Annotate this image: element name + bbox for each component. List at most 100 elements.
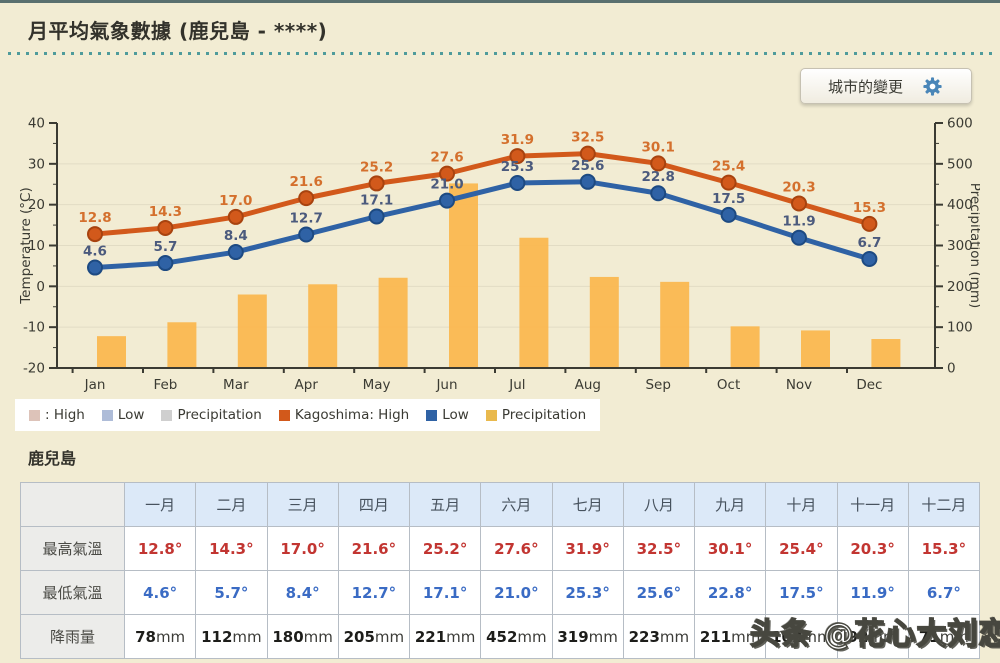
low-value-label: 25.3	[501, 159, 534, 175]
legend-label: Low	[442, 407, 469, 423]
table-cell: 4.6°	[123, 570, 197, 615]
chart-legend: : High Low Precipitation Kagoshima: High Low…	[15, 399, 601, 431]
low-value-label: 21.0	[430, 177, 463, 193]
precip-bar	[589, 276, 619, 368]
table-cell: 17.5°	[765, 570, 838, 615]
left-tick-label: 40	[28, 116, 45, 132]
month-label: Apr	[295, 377, 319, 393]
month-header: 一月	[123, 482, 197, 527]
left-tick-label: 20	[28, 197, 45, 213]
high-point	[298, 190, 315, 207]
table-cell: 71mm	[907, 614, 981, 659]
high-point	[87, 226, 103, 243]
table-cell: 15.3°	[907, 526, 981, 571]
precip-bar	[660, 281, 690, 368]
table-cell: 12.8°	[123, 526, 197, 571]
table-cell: 25.2°	[408, 526, 482, 571]
left-tick-label: -20	[23, 361, 45, 377]
month-label: Feb	[153, 377, 177, 393]
table-cell: 20.3°	[836, 526, 909, 571]
month-label: Oct	[717, 377, 740, 393]
right-tick-label: 500	[947, 156, 973, 172]
legend-swatch-icon	[161, 409, 173, 421]
low-point	[720, 206, 737, 223]
high-line	[92, 151, 872, 237]
row-label: 降雨量	[20, 614, 125, 659]
table-cell: 21.6°	[337, 526, 411, 571]
precip-bar	[449, 183, 478, 368]
month-header: 七月	[551, 482, 624, 527]
low-point	[579, 173, 596, 190]
watermark: 头条 @花心大刘恋	[749, 616, 1000, 653]
month-header: 十二月	[907, 482, 981, 527]
month-header: 九月	[693, 482, 767, 527]
high-value-label: 17.0	[219, 193, 252, 209]
high-value-label: 14.3	[149, 204, 182, 220]
table-cell: 31.9°	[551, 526, 624, 571]
low-value-label: 25.6	[571, 158, 604, 174]
month-label: Aug	[575, 377, 601, 393]
high-value-label: 30.1	[642, 139, 675, 155]
high-point	[157, 219, 174, 236]
high-value-label: 21.6	[290, 174, 323, 190]
low-point	[368, 208, 385, 225]
table-cell: 180mm	[266, 614, 339, 659]
low-point	[227, 244, 244, 261]
month-label: Jun	[435, 377, 457, 393]
table-cell: 6.7°	[907, 570, 981, 615]
title-divider	[8, 52, 992, 55]
precip-bar	[167, 322, 197, 368]
climate-table: 一月 二月 三月 四月 五月 六月 七月 八月 九月 十月 十一月 十二月 最高氣溫 12.8° 14.3°…	[20, 482, 981, 659]
low-value-label: 11.9	[782, 214, 815, 230]
table-cell: 452mm	[480, 614, 553, 659]
month-label: Jul	[508, 377, 525, 393]
right-tick-label: 300	[947, 238, 973, 254]
high-value-label: 27.6	[430, 150, 463, 166]
change-city-label: 城市的變更	[827, 77, 903, 96]
table-title: 鹿兒島	[28, 449, 77, 468]
precip-bar	[378, 277, 408, 368]
right-tick-label: 0	[947, 361, 956, 377]
low-value-label: 17.5	[712, 191, 745, 207]
legend-item: Low	[426, 407, 469, 423]
table-cell: 25.6°	[622, 570, 696, 615]
table-cell: 211mm	[693, 614, 767, 659]
month-label: Mar	[223, 377, 249, 393]
gear-icon	[923, 76, 942, 96]
month-header: 十一月	[836, 482, 909, 527]
high-value-label: 25.2	[360, 159, 393, 175]
table-cell: 17.0°	[266, 526, 339, 571]
table-cell: 17.1°	[408, 570, 482, 615]
month-label: Dec	[856, 377, 882, 393]
month-header: 八月	[622, 482, 696, 527]
right-tick-label: 400	[947, 197, 973, 213]
table-cell: 21.0°	[480, 570, 553, 615]
table-row: 最高氣溫 12.8° 14.3° 17.0° 21.6° 25.2° 27.6° 31.9° 3…	[20, 526, 981, 571]
table-cell: 25.4°	[765, 526, 838, 571]
row-label: 最低氣溫	[20, 570, 125, 615]
low-point	[298, 226, 315, 243]
table-cell: 25.3°	[551, 570, 624, 615]
high-point	[579, 145, 596, 162]
table-cell: 27.6°	[480, 526, 553, 571]
right-tick-label: 600	[947, 116, 973, 132]
climate-chart: -20 -10 0 10 20 30 40 0 100 200 300 400 500 600 Jan Feb…	[18, 108, 983, 398]
high-point	[650, 155, 667, 172]
left-tick-label: 0	[36, 279, 45, 295]
low-point	[439, 192, 455, 209]
month-label: Nov	[786, 377, 812, 393]
legend-swatch-icon	[485, 409, 497, 421]
high-value-label: 12.8	[78, 210, 111, 226]
left-tick-label: 10	[28, 238, 45, 254]
table-cell: 5.7°	[195, 570, 268, 615]
change-city-button[interactable]: 城市的變更	[800, 68, 972, 104]
high-point	[227, 208, 244, 225]
high-point	[368, 175, 385, 192]
table-cell: 22.8°	[693, 570, 767, 615]
precip-bar	[237, 294, 267, 368]
month-header: 四月	[337, 482, 411, 527]
table-cell: 12.7°	[337, 570, 411, 615]
table-cell: 8.4°	[266, 570, 339, 615]
low-value-label: 8.4	[224, 228, 248, 244]
month-label: May	[363, 377, 391, 393]
